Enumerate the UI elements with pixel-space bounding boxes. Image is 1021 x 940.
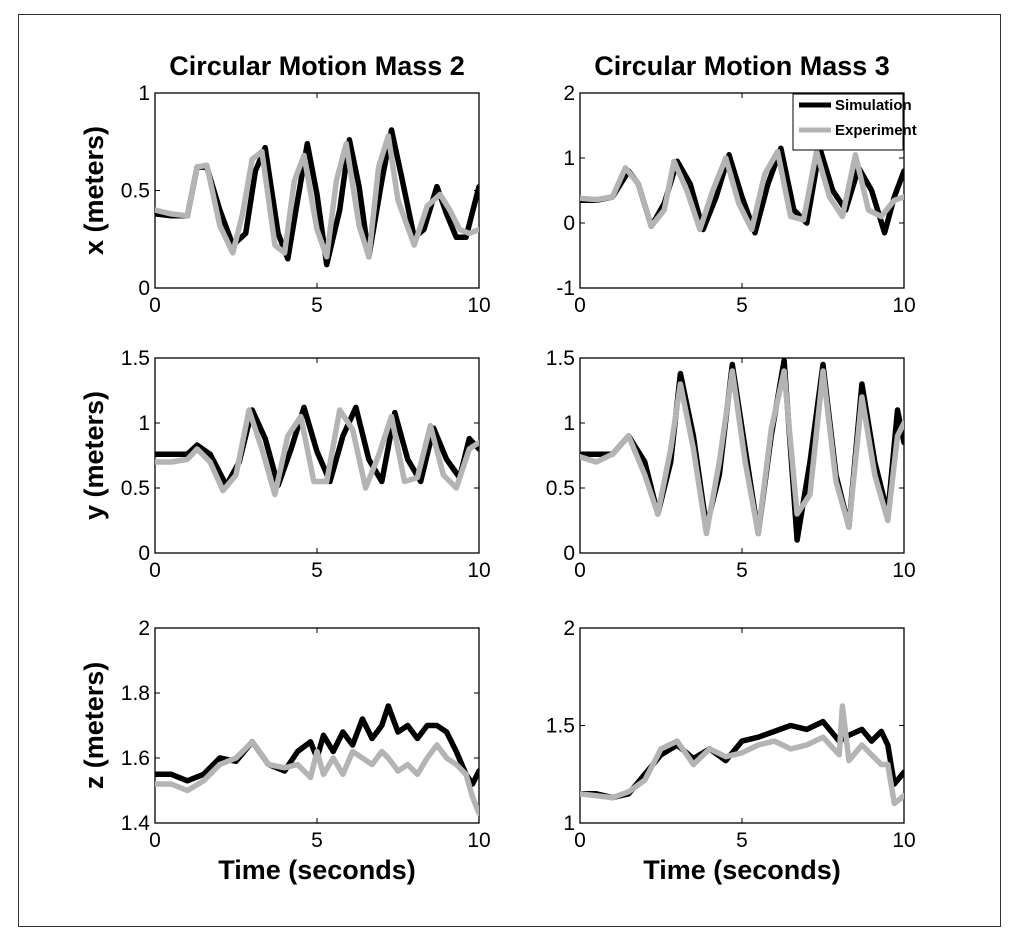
y-tick-label: 1.6 [121, 747, 150, 770]
y-tick-label: 1.5 [121, 347, 150, 370]
chart-panel-4: 0 0.5 1 1.5 0 5 10 [546, 347, 916, 582]
x-tick-label: 10 [467, 829, 490, 852]
series-line-simulation [155, 703, 479, 787]
x-tick-label: 10 [467, 294, 490, 317]
x-tick-label: 5 [736, 294, 748, 317]
x-tick-label: 5 [311, 559, 323, 582]
series-line-experiment [580, 703, 904, 807]
y-axis-label: z (meters) [79, 662, 109, 790]
y-tick-label: 0 [563, 542, 575, 565]
y-axis-label: y (meters) [79, 391, 109, 520]
legend: Simulation Experiment [792, 93, 917, 151]
chart-title: Circular Motion Mass 3 [594, 51, 890, 81]
legend-label-simulation: Simulation [835, 97, 912, 114]
series-line-experiment [155, 407, 479, 498]
x-tick-label: 0 [149, 294, 161, 317]
x-tick-label: 0 [149, 829, 161, 852]
x-tick-label: 0 [574, 829, 586, 852]
x-tick-label: 10 [892, 829, 915, 852]
x-tick-label: 0 [149, 559, 161, 582]
y-tick-label: 0.5 [121, 477, 150, 500]
y-tick-label: 1 [563, 147, 575, 170]
y-tick-label: 0 [138, 277, 150, 300]
y-tick-label: 0 [563, 212, 575, 235]
series-line-simulation [155, 404, 479, 489]
y-axis-label: x (meters) [79, 126, 109, 255]
chart-panel-3: 0 0.5 1 1.5 0 5 10 y (meters) [79, 347, 491, 582]
series-line-experiment [155, 133, 479, 260]
series-line-simulation [580, 718, 904, 801]
chart-title: Circular Motion Mass 2 [169, 51, 465, 81]
x-tick-label: 0 [574, 559, 586, 582]
y-tick-label: 1 [563, 812, 575, 835]
series-line-experiment [580, 148, 904, 233]
y-tick-label: 0.5 [121, 180, 150, 203]
legend-label-experiment: Experiment [835, 122, 917, 139]
x-tick-label: 5 [311, 829, 323, 852]
x-axis-label: Time (seconds) [643, 855, 841, 885]
y-tick-label: 1 [138, 82, 150, 105]
chart-panel-6: 1 1.5 2 0 5 10 Time (seconds) [546, 617, 916, 885]
figure-border [18, 14, 1001, 927]
y-tick-label: 1.4 [121, 812, 151, 835]
x-axis-label: Time (seconds) [218, 855, 416, 885]
y-tick-label: 1 [563, 412, 575, 435]
y-tick-label: 2 [138, 617, 150, 640]
series-line-experiment [580, 368, 904, 537]
y-tick-label: 0.5 [546, 477, 575, 500]
series-line-simulation [155, 127, 479, 268]
x-tick-label: 5 [311, 294, 323, 317]
y-tick-label: -1 [556, 277, 575, 300]
series-line-experiment [155, 739, 479, 817]
y-tick-label: 1.5 [546, 347, 575, 370]
y-tick-label: 2 [563, 617, 575, 640]
y-tick-label: 1.8 [121, 682, 150, 705]
x-tick-label: 10 [892, 294, 915, 317]
y-tick-label: 0 [138, 542, 150, 565]
x-tick-label: 5 [736, 829, 748, 852]
x-tick-label: 0 [574, 294, 586, 317]
x-tick-label: 10 [892, 559, 915, 582]
x-tick-label: 5 [736, 559, 748, 582]
y-tick-label: 1.5 [546, 715, 575, 738]
x-tick-label: 10 [467, 559, 490, 582]
y-tick-label: 1 [138, 412, 150, 435]
chart-panel-5: 1.4 1.6 1.8 2 0 5 10 z (meters) Time (seconds) [79, 617, 491, 885]
y-tick-label: 2 [563, 82, 575, 105]
